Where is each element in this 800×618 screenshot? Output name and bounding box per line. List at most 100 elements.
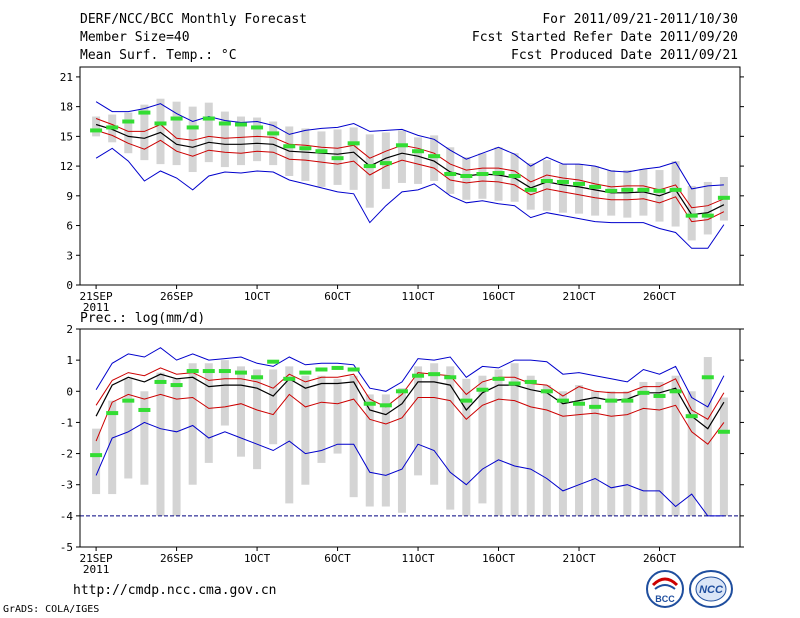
footer-url[interactable]: http://cmdp.ncc.cma.gov.cn (73, 583, 277, 598)
precip-median-marker (154, 379, 167, 384)
temp-median-marker (589, 184, 602, 189)
temp-median-marker (637, 187, 650, 192)
precip-spread-box (494, 369, 503, 516)
temp-median-marker (540, 178, 553, 183)
temp-spread-box (526, 163, 535, 210)
temp-ytick-label: 6 (66, 220, 73, 233)
precip-spread-box (478, 375, 487, 504)
precip-ytick-label: -3 (60, 479, 73, 492)
precip-frame (79, 328, 741, 548)
temp-xtick-label: 1OCT (244, 290, 271, 303)
precip-ytick-label: 2 (66, 323, 73, 336)
temp-median-marker (573, 181, 586, 186)
precip-median-marker (492, 376, 505, 381)
temp-median-marker (669, 187, 682, 192)
temp-median-marker (492, 171, 505, 176)
precip-median-marker (556, 398, 569, 403)
temp-spread-box (124, 112, 133, 154)
temp-spread-box (446, 147, 455, 194)
precip-spread-box (671, 375, 680, 516)
temp-spread-box (671, 161, 680, 227)
grads-credit: GrADS: COLA/IGES (3, 604, 100, 615)
precip-spread-box (703, 357, 712, 516)
temp-median-marker (524, 187, 537, 192)
temp-spread-box (269, 121, 278, 166)
precip-xtick-label: 26OCT (643, 552, 676, 565)
temp-lower-line (95, 129, 725, 223)
precip-spread-box (462, 378, 471, 516)
precip-median-marker (267, 359, 280, 364)
temp-spread-box (156, 98, 165, 165)
variable-label: Mean Surf. Temp.: °C (80, 48, 237, 63)
temp-median-marker (331, 156, 344, 161)
temp-xtick-label: 16OCT (482, 290, 515, 303)
precip-median-marker (508, 381, 521, 386)
precip-median-marker (315, 367, 328, 372)
precip-median-marker (234, 370, 247, 375)
precip-median-marker (412, 373, 425, 378)
temp-median-marker (685, 213, 698, 218)
precip-spread-box (140, 391, 149, 485)
precip-spread-box (301, 375, 310, 485)
precip-median-marker (444, 375, 457, 380)
temp-upper-line (95, 118, 725, 209)
precip-median-marker (653, 393, 666, 398)
temp-spread-box (236, 116, 245, 166)
temp-spread-box (301, 128, 310, 181)
precip-spread-box (285, 366, 294, 504)
precip-xtick-label: 6OCT (324, 552, 351, 565)
precip-median-marker (460, 398, 473, 403)
precip-median-marker (621, 398, 634, 403)
precip-spread-box (269, 369, 278, 445)
temp-median-marker (202, 116, 215, 121)
precip-xtick-label: 11OCT (401, 552, 434, 565)
precip-spread-box (510, 363, 519, 516)
precip-spread-box (655, 381, 664, 516)
temp-spread-box (703, 181, 712, 235)
precip-median-marker (637, 390, 650, 395)
temp-median-marker (106, 125, 119, 130)
precip-xtick-label: 16OCT (482, 552, 515, 565)
precip-spread-box (526, 375, 535, 516)
temp-ytick-label: 21 (60, 71, 73, 84)
precip-median-marker (379, 403, 392, 408)
precip-median-marker (605, 398, 618, 403)
precip-ytick-label: -4 (60, 510, 74, 523)
precip-spread-box (172, 378, 181, 516)
temp-spread-box (172, 101, 181, 166)
temp-median-marker (508, 174, 521, 178)
temp-median-marker (299, 146, 312, 151)
precip-spread-box (687, 391, 696, 516)
temp-spread-box (220, 111, 229, 168)
temp-spread-box (381, 132, 390, 189)
temp-median-marker (701, 213, 714, 218)
precip-spread-box (124, 378, 133, 479)
bcc-logo-text: BCC (655, 594, 675, 604)
temp-spread-box (591, 166, 600, 216)
temp-median-marker (717, 195, 730, 200)
precip-median-marker (573, 401, 586, 406)
precip-median-marker (90, 453, 103, 458)
precip-median-marker (476, 387, 489, 392)
temp-xtick-label: 26OCT (643, 290, 676, 303)
precip-median-marker (283, 376, 296, 381)
precip-median-marker (202, 369, 215, 374)
temp-spread-box (140, 104, 149, 161)
precip-label: Prec.: log(mm/d) (80, 311, 206, 326)
precip-spread-box (639, 381, 648, 516)
temp-spread-box (414, 137, 423, 184)
precip-spread-box (365, 394, 374, 507)
temp-median-marker (476, 172, 489, 177)
precip-xtick-label: 1OCT (244, 552, 271, 565)
temp-spread-box (92, 116, 101, 137)
temp-ytick-label: 15 (60, 130, 73, 143)
temp-spread-box (462, 157, 471, 200)
temp-median-marker (122, 119, 135, 124)
precip-median-marker (218, 369, 231, 374)
temp-median-marker (154, 121, 167, 126)
temp-median-marker (363, 164, 376, 169)
member-size: Member Size=40 (80, 30, 190, 45)
bcc-logo: BCC (646, 570, 684, 608)
temp-spread-box (542, 160, 551, 211)
chart-title: DERF/NCC/BCC Monthly Forecast (80, 12, 307, 27)
